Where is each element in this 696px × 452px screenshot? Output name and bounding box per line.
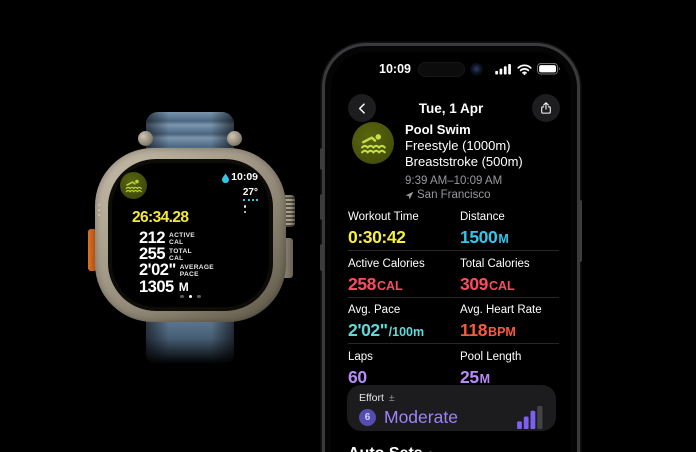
stats-grid: Workout Time 0:30:42 Distance 1500M Acti… <box>348 209 559 387</box>
page-dots <box>111 285 270 303</box>
share-button[interactable] <box>532 94 560 122</box>
stat-avg-heart-rate: Avg. Heart Rate 118BPM <box>460 304 542 340</box>
cellular-icon <box>495 63 512 75</box>
divider <box>348 343 559 344</box>
status-bar-icons <box>495 63 561 75</box>
effort-bars-icon <box>517 406 544 429</box>
swim-icon <box>352 122 394 164</box>
back-icon <box>355 101 370 116</box>
watch-metrics: 212 ACTIVE CAL 255 TOTAL CAL 2'02" AVERAGE… <box>139 229 270 296</box>
battery-icon <box>537 63 561 75</box>
stat-workout-time: Workout Time 0:30:42 <box>348 211 419 247</box>
swim-icon <box>120 172 147 199</box>
plus-minus-icon: ± <box>388 392 395 404</box>
effort-value: Moderate <box>384 407 458 427</box>
effort-label: Effort ± <box>359 392 395 404</box>
divider <box>348 250 559 251</box>
metric-row-total-cal: 255 TOTAL CAL <box>139 245 192 264</box>
metric-row-distance: 1305 M <box>139 277 189 296</box>
workout-location: San Francisco <box>405 188 561 202</box>
auto-sets-link[interactable]: Auto Sets › <box>348 444 434 452</box>
speaker-hole <box>98 214 100 216</box>
workout-title: Pool Swim <box>405 122 471 137</box>
speaker-hole <box>98 204 100 206</box>
water-drop-icon <box>222 172 230 183</box>
watch-status-row: 10:09 27° <box>111 162 270 201</box>
nav-bar: Tue, 1 Apr <box>331 94 571 122</box>
phone-screen: 10:09 <box>331 52 571 452</box>
watch-time: 10:09 <box>222 171 258 183</box>
watch-lug-right <box>227 131 242 146</box>
status-bar-time: 10:09 <box>379 62 411 76</box>
stat-avg-pace: Avg. Pace 2'02"/100m <box>348 304 425 340</box>
dynamic-island <box>418 62 465 77</box>
metric-row-avg-pace: 2'02" AVERAGE PACE <box>139 261 214 280</box>
watch-lug-left <box>138 131 153 146</box>
location-icon <box>405 191 414 200</box>
front-camera <box>470 63 483 76</box>
iphone: 10:09 <box>320 46 582 452</box>
chevron-right-icon: › <box>429 444 435 452</box>
stat-distance: Distance 1500M <box>460 211 509 247</box>
volume-down-button <box>320 244 324 271</box>
metric-row-active-cal: 212 ACTIVE CAL <box>139 229 196 248</box>
stat-total-calories: Total Calories 309CAL <box>460 257 530 294</box>
stat-laps: Laps 60 <box>348 350 373 387</box>
back-button[interactable] <box>348 94 376 122</box>
scroll-indicator-dots <box>243 205 246 216</box>
workout-detail-line: Breaststroke (500m) <box>405 153 523 169</box>
share-icon <box>539 100 553 116</box>
workout-detail-line: Freestyle (1000m) <box>405 138 511 153</box>
volume-up-button <box>320 194 324 220</box>
workout-time-range: 9:39 AM–10:09 AM <box>405 175 503 187</box>
water-temperature: 27° <box>242 187 258 201</box>
workout-timer: 26:34.28 <box>132 208 189 226</box>
wifi-icon <box>517 64 532 75</box>
power-button <box>578 200 582 262</box>
mute-switch <box>320 148 324 170</box>
effort-score-badge: 6 <box>359 409 376 426</box>
speaker-hole <box>98 209 100 211</box>
workout-header: Pool Swim Freestyle (1000m) Breaststroke… <box>352 122 561 202</box>
stat-active-calories: Active Calories 258CAL <box>348 257 425 294</box>
stat-pool-length: Pool Length 25M <box>460 350 522 387</box>
page-title: Tue, 1 Apr <box>418 101 484 116</box>
action-button <box>88 229 97 271</box>
effort-card[interactable]: Effort ± 6 Moderate <box>347 385 556 431</box>
divider <box>348 296 559 298</box>
watch-band-bottom <box>146 317 234 364</box>
watch-screen: 10:09 27° 26:34.28 212 ACTIVE CAL 255 TOT… <box>111 162 270 308</box>
